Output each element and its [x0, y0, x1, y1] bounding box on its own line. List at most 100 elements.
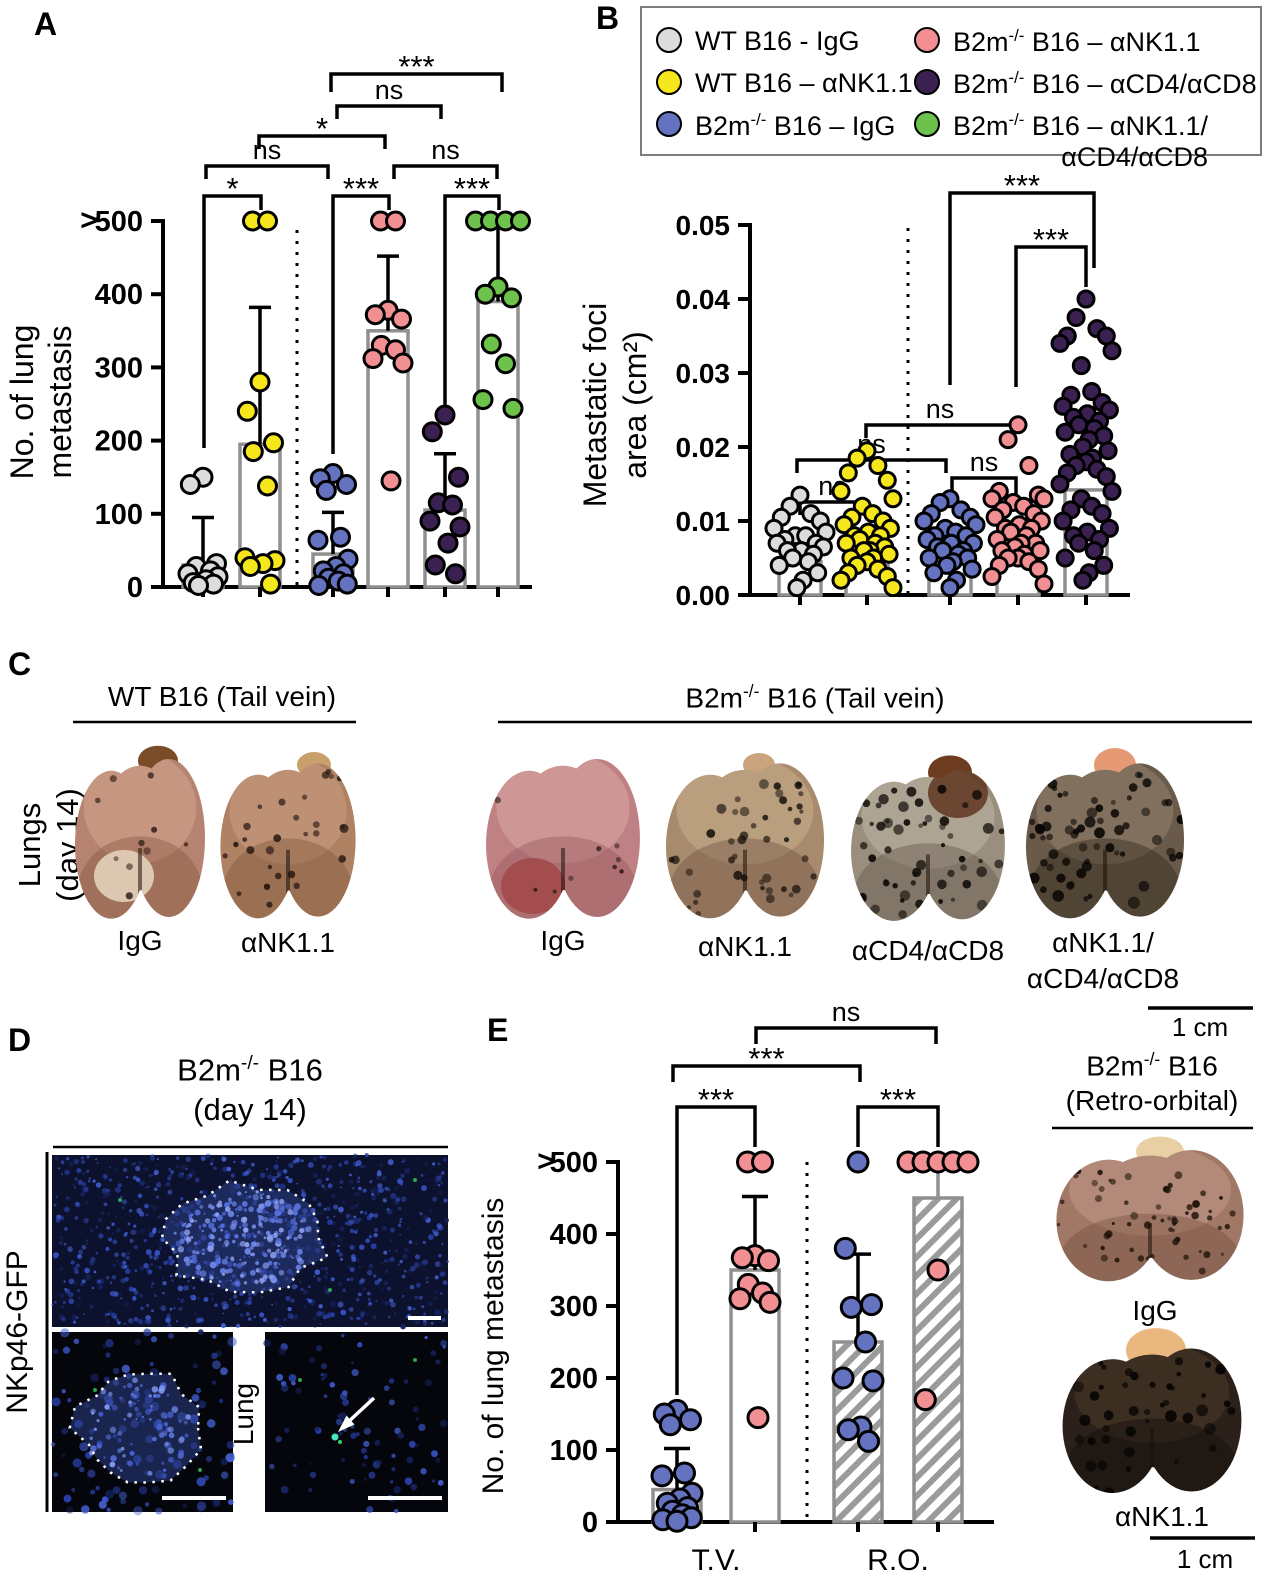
data-point: [730, 1246, 754, 1270]
y-axis-label: area (cm²): [617, 331, 653, 479]
sig-label: *: [316, 111, 328, 146]
legend-item: B2m-/- B16 – IgG: [656, 110, 895, 142]
sig-bracket: [204, 164, 330, 179]
legend-label: B2m-/- B16 – αNK1.1: [953, 26, 1201, 57]
sig-bracket: [257, 134, 387, 149]
bar: [912, 1196, 964, 1524]
data-point: [1034, 574, 1054, 594]
data-point: [982, 489, 1002, 509]
data-point: [857, 1429, 880, 1453]
sig-label: ***: [1004, 168, 1040, 203]
y-tick-label: 0.04: [676, 284, 731, 315]
scale-bar-label: 1 cm: [1176, 1544, 1234, 1574]
data-point: [1053, 511, 1073, 531]
greater-than-label: >: [537, 1145, 555, 1178]
data-point: [1053, 396, 1073, 416]
sig-bracket: [864, 423, 1016, 438]
rotated-label: Lung: [228, 1383, 259, 1445]
lung-photo: [75, 745, 205, 919]
y-axis-label: metastasis: [42, 326, 78, 479]
data-point: [442, 494, 463, 516]
rotated-label: NKp46-GFP: [1, 1250, 34, 1413]
y-tick-label: 300: [550, 1291, 598, 1323]
data-point: [1019, 456, 1039, 475]
panel-d-subtitle: (day 14): [193, 1092, 307, 1127]
data-point: [239, 556, 261, 577]
legend-item: WT B16 – αNK1.1: [656, 68, 913, 99]
legend-swatch-icon: [656, 111, 682, 137]
y-axis-label: No. of lung metastasis: [477, 1198, 510, 1495]
lung-label: αCD4/αCD8: [851, 935, 1005, 966]
data-point: [985, 507, 1005, 527]
legend-swatch-icon: [914, 69, 940, 95]
sig-label: ***: [880, 1082, 916, 1117]
data-point: [839, 1295, 863, 1319]
data-point: [836, 1418, 860, 1442]
legend-swatch-icon: [656, 27, 682, 53]
data-point: [861, 1369, 885, 1393]
data-point: [474, 283, 496, 305]
data-point: [510, 210, 531, 232]
data-point: [808, 563, 828, 583]
legend-swatch-icon: [914, 27, 940, 53]
fluorescence-image: [50, 1328, 237, 1516]
sig-label: ***: [398, 49, 434, 84]
data-point: [913, 1388, 937, 1412]
data-point: [1076, 289, 1096, 309]
data-point: [424, 554, 446, 576]
data-point: [728, 1287, 752, 1311]
legend-item: WT B16 - IgG: [656, 26, 860, 57]
data-point: [982, 567, 1002, 586]
lung-photo: [220, 752, 356, 919]
rotated-label: Lungs: [12, 803, 47, 887]
y-tick-label: 300: [95, 352, 143, 384]
data-point: [854, 1330, 877, 1354]
y-tick-label: 0.01: [676, 506, 731, 537]
sig-label: ***: [1033, 222, 1069, 257]
lung-label: αCD4/αCD8: [1026, 963, 1180, 994]
y-tick-label: 200: [550, 1363, 598, 1395]
gfp-cell-dot: [331, 1433, 339, 1441]
data-point: [257, 475, 278, 497]
sig-label: ns: [253, 135, 282, 165]
data-point: [380, 470, 402, 492]
chart-E: 0 100 200 300 400 500> No. of lung metastasis *…: [477, 997, 994, 1577]
data-point: [940, 578, 960, 598]
legend-label-wrap: αCD4/αCD8: [1061, 142, 1209, 172]
data-point: [1084, 541, 1104, 561]
legend-label: WT B16 - IgG: [695, 26, 860, 56]
sig-bracket: [202, 194, 263, 448]
data-point: [495, 353, 516, 375]
tumor-outline: [68, 1372, 203, 1484]
lung-photo: [1056, 1136, 1244, 1282]
scale-bar-label: 1 cm: [1171, 1012, 1229, 1042]
panel-b-letter: B: [596, 0, 620, 36]
y-tick-label: 0: [582, 1507, 598, 1539]
sig-label: ns: [970, 447, 999, 477]
lung-label: αNK1.1: [697, 931, 793, 962]
panel-c-letter: C: [8, 646, 32, 682]
arrow-head-icon: [338, 1415, 355, 1432]
data-point: [879, 544, 899, 564]
data-point: [260, 573, 281, 595]
data-point: [308, 575, 330, 596]
y-tick-label: 400: [550, 1219, 598, 1251]
data-point: [831, 481, 851, 501]
lung-photos: [75, 745, 1244, 1493]
data-point: [364, 304, 386, 326]
legend: WT B16 - IgG WT B16 – αNK1.1 B2m-/- B16 – …: [640, 6, 1262, 172]
lung-label: IgG: [117, 925, 163, 956]
data-point: [263, 432, 284, 454]
data-point: [658, 1413, 682, 1437]
data-point: [1073, 570, 1093, 590]
data-point: [1034, 489, 1054, 509]
data-point: [434, 404, 456, 426]
data-point: [330, 526, 351, 548]
data-point: [449, 516, 471, 538]
sig-bracket: [331, 194, 391, 454]
data-point: [179, 474, 201, 495]
panel-c-b2m-title: B2m-/- B16 (Tail vein): [685, 681, 945, 714]
legend-swatch-icon: [656, 69, 682, 95]
data-point: [834, 515, 854, 535]
